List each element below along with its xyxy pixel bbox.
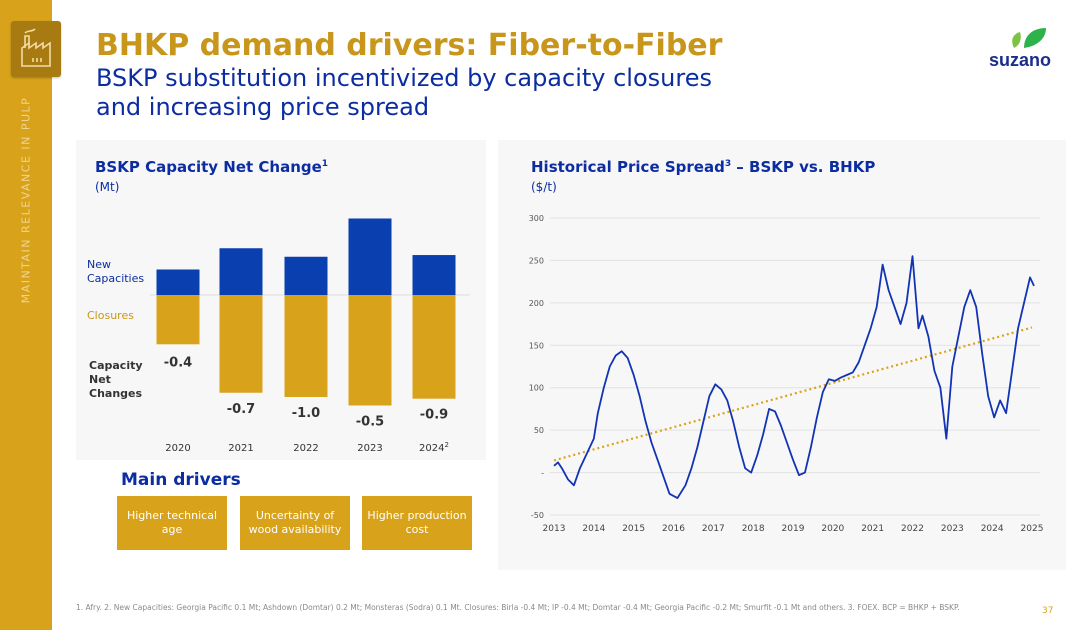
x-tick-label: 2023	[941, 524, 964, 534]
y-tick-label: 150	[529, 341, 544, 350]
x-tick-label: 2025	[1021, 524, 1044, 534]
bar-new-capacity	[348, 218, 392, 295]
x-tick-label: 2024	[981, 524, 1004, 534]
legend-closures: Closures	[87, 309, 134, 322]
x-tick-label: 2013	[543, 524, 566, 534]
y-tick-label: 50	[534, 426, 544, 435]
net-change-label: -0.9	[420, 408, 448, 423]
x-tick-label: 2019	[782, 524, 805, 534]
footnote: 1. Afry. 2. New Capacities: Georgia Paci…	[76, 603, 960, 612]
sidebar-band: Maintain relevance in pulp	[0, 0, 52, 630]
y-tick-label: 300	[529, 214, 544, 223]
suzano-leaf-icon	[1012, 28, 1046, 48]
driver-wood-availability: Uncertainty of wood availability	[240, 496, 350, 550]
bar-x-tick-label: 20242	[419, 441, 449, 454]
right-chart-unit: ($/t)	[531, 180, 557, 194]
y-tick-label: 200	[529, 299, 544, 308]
x-tick-label: 2022	[901, 524, 924, 534]
net-change-label: -0.7	[227, 402, 255, 417]
right-chart-panel	[498, 140, 1066, 570]
y-tick-label: 100	[529, 384, 544, 393]
x-tick-label: 2016	[662, 524, 685, 534]
right-chart-title: Historical Price Spread3 – BSKP vs. BHKP	[531, 158, 876, 176]
suzano-logo-text: suzano	[988, 50, 1051, 70]
trend-line	[553, 326, 1033, 462]
page-number: 37	[1042, 606, 1054, 616]
net-change-label: -0.4	[164, 355, 192, 370]
bar-x-tick-label: 2022	[293, 443, 318, 454]
left-chart-title: BSKP Capacity Net Change1	[95, 158, 329, 176]
bar-new-capacity	[156, 269, 200, 295]
x-tick-label: 2014	[582, 524, 605, 534]
bar-x-tick-label: 2020	[165, 443, 190, 454]
net-change-label: -1.0	[292, 406, 320, 421]
legend-capacity-net-changes: Capacity Net Changes	[89, 359, 143, 400]
bar-closures	[284, 295, 328, 397]
spread-series-line	[553, 255, 1035, 499]
page-subtitle: BSKP substitution incentivized by capaci…	[96, 64, 712, 121]
y-tick-label: -	[541, 469, 544, 478]
main-drivers-title: Main drivers	[121, 470, 241, 490]
bar-new-capacity	[219, 248, 263, 295]
bar-x-tick-label: 2023	[357, 443, 382, 454]
left-chart-unit: (Mt)	[95, 180, 120, 194]
bar-new-capacity	[284, 256, 328, 295]
x-tick-label: 2015	[622, 524, 645, 534]
bar-x-tick-label: 2021	[228, 443, 253, 454]
net-change-label: -0.5	[356, 415, 384, 430]
driver-technical-age: Higher technical age	[117, 496, 227, 550]
x-tick-label: 2020	[821, 524, 844, 534]
bar-new-capacity	[412, 255, 456, 295]
page-title: BHKP demand drivers: Fiber-to-Fiber	[96, 28, 723, 63]
y-tick-label: -50	[531, 511, 544, 520]
factory-icon	[11, 21, 61, 77]
bar-closures	[412, 295, 456, 399]
bar-closures	[348, 295, 392, 406]
x-tick-label: 2017	[702, 524, 725, 534]
x-tick-label: 2021	[861, 524, 884, 534]
driver-production-cost: Higher production cost	[362, 496, 472, 550]
y-tick-label: 250	[529, 256, 544, 265]
x-tick-label: 2018	[742, 524, 765, 534]
bar-closures	[219, 295, 263, 393]
bar-closures	[156, 295, 200, 345]
legend-new-capacities: New Capacities	[87, 258, 145, 285]
